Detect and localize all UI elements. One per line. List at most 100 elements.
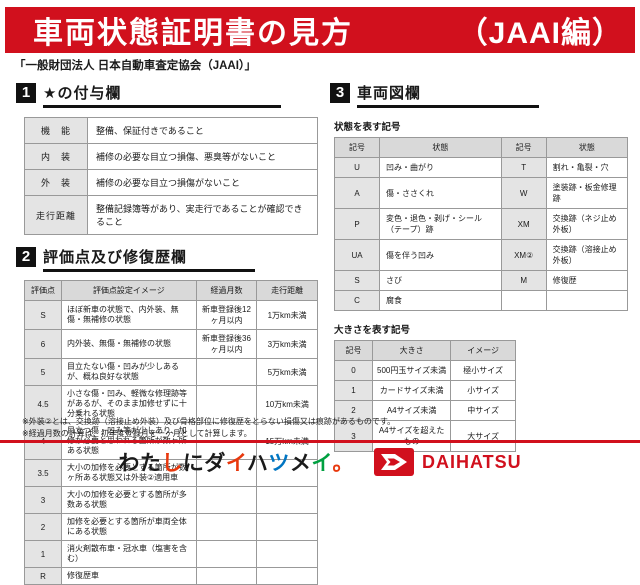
right-column: 3 車両図欄 状態を表す記号 記号 状態 記号 状態 U 凹み・曲がり T 割れ… (330, 82, 630, 452)
table-row: P 変色・退色・剥げ・シール（テープ）跡 XM 交換跡（ネジ止め外板） (334, 208, 629, 240)
size-value: 500円玉サイズ未満 (371, 360, 452, 381)
eval-desc: 目立たない傷・凹みが少しあるが、概ね良好な状態 (61, 358, 197, 386)
section-number-badge: 3 (330, 82, 350, 103)
eval-desc: 小さな傷・凹み、軽微な修理跡等があるが、そのまま加修せずに十分乗れる状態 (61, 385, 197, 423)
state-desc: 傷を伴う凹み (379, 239, 502, 271)
state-code: S (334, 270, 380, 291)
title-banner: 車両状態証明書の見方 （JAAI編） (5, 7, 635, 53)
table-row: 3 A4サイズを超えたもの 大サイズ (334, 420, 516, 452)
size-image: 大サイズ (450, 420, 516, 452)
star-row-desc: 補修の必要な目立つ損傷がないこと (87, 169, 318, 196)
eval-col-header: 経過月数 (195, 280, 258, 301)
state-code: P (334, 208, 380, 240)
eval-score: 5 (24, 358, 62, 386)
table-row: 0 500円玉サイズ未満 極小サイズ (334, 360, 516, 381)
eval-score: R (24, 567, 62, 585)
table-row: S さび M 修復歴 (334, 270, 629, 291)
state-desc: 割れ・亀裂・穴 (545, 157, 629, 178)
state-desc: 交換跡（溶接止め外板） (545, 239, 629, 271)
size-code: 2 (334, 400, 373, 421)
table-row: A 傷・ささくれ W 塗装跡・板金修理跡 (334, 177, 629, 209)
page-title: 車両状態証明書の見方 (33, 17, 353, 50)
eval-col-header: 走行距離 (256, 280, 318, 301)
footnote-line: ※外装②とは、交換跡（溶接止め外装）及び骨格部位に修復歴をとらない損傷又は痕跡が… (22, 417, 396, 426)
state-desc: 傷・ささくれ (379, 177, 502, 209)
slogan-char: イ (225, 452, 247, 475)
state-col-header: 状態 (379, 137, 502, 158)
slogan-char: ツ (268, 452, 290, 475)
section-number-badge: 1 (16, 82, 36, 103)
slogan-char: に (182, 452, 205, 475)
table-row: 4.5 小さな傷・凹み、軽微な修理跡等があるが、そのまま加修せずに十分乗れる状態… (24, 385, 318, 423)
section-eval-header: 2 評価点及び修復歴欄 (16, 246, 318, 267)
star-row-label: 走行距離 (24, 195, 88, 235)
table-row: 1 消火剤散布車・冠水車（塩害を含む） (24, 540, 318, 568)
table-row: 外 装 補修の必要な目立つ損傷がないこと (24, 169, 318, 196)
size-image: 極小サイズ (450, 360, 516, 381)
page-title-edition: （JAAI編） (457, 17, 623, 50)
eval-desc: 消火剤散布車・冠水車（塩害を含む） (61, 540, 197, 568)
eval-km: 3万km未満 (256, 329, 318, 359)
eval-km (256, 567, 318, 585)
table-row: C 腐食 (334, 290, 629, 311)
eval-km (256, 540, 318, 568)
state-code: UA (334, 239, 380, 271)
table-row: 機 能 整備、保証付きであること (24, 117, 318, 144)
table-row: 2 A4サイズ未満 中サイズ (334, 400, 516, 421)
state-col-header: 記号 (500, 137, 547, 158)
eval-months (195, 486, 258, 514)
slogan-char: ダ (204, 452, 226, 475)
slogan-char: 。 (332, 452, 354, 475)
section-diagram-header: 3 車両図欄 (330, 82, 630, 103)
state-code: U (334, 157, 380, 178)
eval-score: 2 (24, 513, 62, 541)
size-code: 3 (334, 420, 373, 452)
eval-score: 1 (24, 540, 62, 568)
eval-months (195, 513, 258, 541)
section-star-title: ★の付与欄 (43, 85, 122, 102)
state-desc: 変色・退色・剥げ・シール（テープ）跡 (379, 208, 502, 240)
size-code: 1 (334, 380, 373, 401)
section-underline (357, 105, 539, 108)
size-col-header: 記号 (334, 340, 373, 361)
section-diagram-title: 車両図欄 (357, 85, 422, 102)
size-code: 0 (334, 360, 373, 381)
section-number-badge: 2 (16, 246, 36, 267)
eval-months (195, 385, 258, 423)
eval-km: 5万km未満 (256, 358, 318, 386)
state-code (500, 290, 547, 311)
footnote-line: ※経過月数の計算は、初年度登録月を一ヶ月として計算します。 (22, 428, 252, 438)
section-underline (43, 105, 281, 108)
eval-score: 4.5 (24, 385, 62, 423)
table-header-row: 評価点 評価点設定イメージ 経過月数 走行距離 (24, 280, 318, 301)
state-desc: 修復歴 (545, 270, 629, 291)
state-table: 記号 状態 記号 状態 U 凹み・曲がり T 割れ・亀裂・穴 A 傷・ささくれ … (334, 137, 629, 311)
state-desc: 凹み・曲がり (379, 157, 502, 178)
state-code: C (334, 290, 380, 311)
state-code: W (500, 177, 547, 209)
daihatsu-d-logo-icon (374, 448, 414, 476)
table-row: R 修復歴車 (24, 567, 318, 585)
eval-desc: 大小の加修を必要とする箇所が多数ある状態 (61, 486, 197, 514)
star-table: 機 能 整備、保証付きであること 内 装 補修の必要な目立つ損傷、悪臭等がないこ… (24, 117, 318, 235)
eval-desc: 加修を必要とする箇所が車両全体にある状態 (61, 513, 197, 541)
daihatsu-logo-group: DAIHATSU (374, 448, 522, 476)
state-code: XM② (500, 239, 547, 271)
footer-divider (0, 440, 640, 443)
eval-col-header: 評価点 (24, 280, 62, 301)
eval-km (256, 513, 318, 541)
star-row-label: 外 装 (24, 169, 88, 196)
eval-score: 6 (24, 329, 62, 359)
star-row-label: 内 装 (24, 143, 88, 170)
state-code: XM (500, 208, 547, 240)
state-desc: さび (379, 270, 502, 291)
eval-months (195, 567, 258, 585)
eval-desc: ほぼ新車の状態で、内外装、無傷・無補修の状態 (61, 300, 197, 330)
section-underline (43, 269, 255, 272)
eval-months: 新車登録後36ヶ月以内 (195, 329, 258, 359)
table-row: 6 内外装、無傷・無補修の状態 新車登録後36ヶ月以内 3万km未満 (24, 329, 318, 359)
size-col-header: 大きさ (371, 340, 452, 361)
footnotes: ※外装②とは、交換跡（溶接止め外装）及び骨格部位に修復歴をとらない損傷又は痕跡が… (22, 416, 395, 439)
table-row: UA 傷を伴う凹み XM② 交換跡（溶接止め外板） (334, 239, 629, 271)
state-desc: 塗装跡・板金修理跡 (545, 177, 629, 209)
